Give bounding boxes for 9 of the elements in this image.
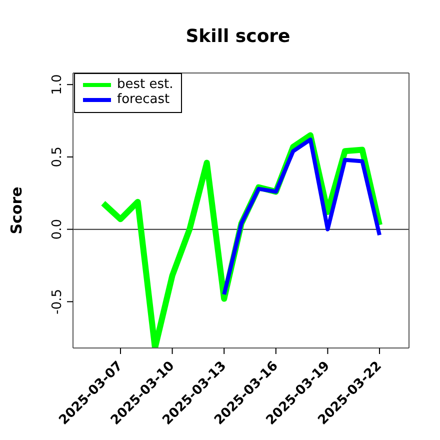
y-axis-title: Score xyxy=(7,186,26,234)
legend-label: best est. xyxy=(117,77,174,92)
legend-label: forecast xyxy=(117,92,170,107)
y-tick-label: 0.0 xyxy=(50,218,65,240)
y-tick-label: -0.5 xyxy=(50,288,65,314)
y-tick-label: 0.5 xyxy=(50,146,65,168)
line-series xyxy=(222,138,382,296)
chart-title: Skill score xyxy=(184,26,292,47)
y-tick-label: 1.0 xyxy=(50,74,65,95)
